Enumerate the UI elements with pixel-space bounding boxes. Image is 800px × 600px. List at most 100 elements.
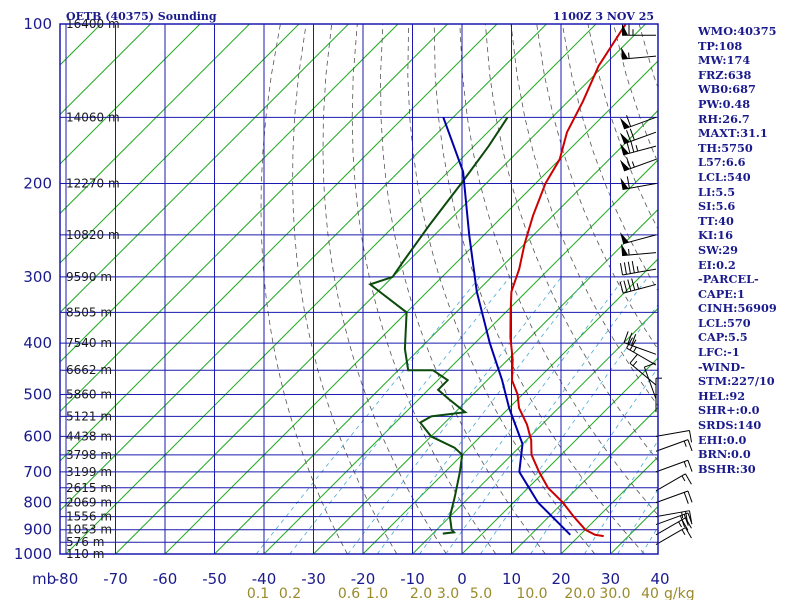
- temperature-line: [509, 24, 627, 538]
- isotherm-line: [214, 109, 658, 554]
- wind-barb-staff: [655, 473, 686, 492]
- wind-barb-feather: [687, 490, 693, 503]
- height-label: 5860 m: [66, 387, 112, 401]
- wind-barb-half-feather: [683, 440, 687, 447]
- wind-barb: [620, 232, 657, 245]
- wind-barb-feather: [687, 512, 693, 525]
- height-label: 110 m: [66, 547, 104, 561]
- isotherm-line: [511, 406, 658, 554]
- mixing-ratio-line: [347, 276, 562, 554]
- wind-barb-feather: [626, 176, 630, 189]
- wind-barb: [619, 157, 657, 172]
- parcel-line: [442, 116, 572, 536]
- index-item: EHI:0.0: [698, 432, 747, 447]
- profile-layer: [368, 24, 627, 538]
- temperature-tick-label: -80: [54, 570, 79, 588]
- wind-barb-staff: [622, 268, 657, 276]
- pressure-tick-label: 700: [23, 463, 52, 481]
- mixing-ratio-unit: g/kg: [664, 586, 695, 600]
- wind-barb-feather: [619, 281, 624, 294]
- wind-barb-pennant: [619, 159, 630, 171]
- wind-barb-staff: [622, 55, 657, 60]
- wind-barb-feather: [687, 439, 693, 452]
- isotherm-line: [60, 24, 547, 512]
- temperature-tick-label: 30: [601, 570, 620, 588]
- pressure-tick-label: 600: [23, 427, 52, 445]
- wind-barb: [655, 377, 662, 413]
- index-item: FRZ:638: [698, 67, 752, 82]
- wind-barb-feather: [629, 339, 637, 351]
- isotherm-line: [115, 24, 646, 554]
- index-item: MAXT:31.1: [698, 126, 768, 141]
- index-item: TH:5750: [698, 140, 753, 155]
- wind-barb-staff: [622, 183, 657, 190]
- wind-barb-feather: [685, 527, 692, 539]
- temperature-tick-label: 0: [457, 570, 467, 588]
- wind-barb-staff: [623, 234, 657, 245]
- height-label: 4438 m: [66, 429, 112, 443]
- wind-barb: [655, 527, 692, 546]
- wind-barb-staff: [623, 283, 657, 294]
- wind-barb: [655, 490, 693, 504]
- wind-barb-feather: [630, 140, 635, 153]
- mixing-ratio-label: 2.0: [410, 586, 432, 600]
- pressure-tick-label: 400: [23, 334, 52, 352]
- wind-barb-pennant: [620, 143, 629, 155]
- index-item: PW:0.48: [698, 96, 751, 111]
- pressure-tick-label: 200: [23, 175, 52, 193]
- height-label: 7540 m: [66, 336, 112, 350]
- height-label: 16400 m: [66, 17, 120, 31]
- height-label: 2615 m: [66, 481, 112, 495]
- wind-barb: [623, 331, 657, 355]
- plot-frame: [59, 23, 659, 555]
- wind-barb-half-feather: [636, 283, 640, 290]
- isotherm-line: [263, 159, 658, 554]
- pressure-unit-label: mb: [32, 570, 56, 588]
- mixing-ratio-line: [289, 276, 511, 554]
- isotherm-line: [560, 456, 658, 554]
- height-label: 9590 m: [66, 270, 112, 284]
- isotherm-line: [60, 24, 151, 116]
- temperature-tick-label: -70: [103, 570, 128, 588]
- indices-panel: WMO:40375 TP:108 MW:174 FRZ:638 WB0:687 PW:0.…: [698, 24, 798, 476]
- chart-title: OETB (40375) Sounding: [66, 10, 217, 23]
- wind-barb-staff: [655, 430, 690, 437]
- wind-barb-staff: [623, 131, 657, 145]
- wind-barb-feather: [629, 353, 639, 364]
- height-label: 6662 m: [66, 363, 112, 377]
- index-item: HEL:92: [698, 388, 746, 403]
- wind-barb-half-feather: [683, 461, 687, 468]
- pressure-tick-label: 300: [23, 268, 52, 286]
- pressure-tick-label: 1000: [14, 545, 52, 563]
- wind-barb-pennant: [619, 117, 630, 129]
- wind-barb-pennant: [620, 177, 629, 190]
- wind-barb-staff: [643, 366, 657, 400]
- isotherm-line: [60, 24, 498, 462]
- index-item: WB0:687: [698, 82, 756, 97]
- wind-barb-feather: [688, 430, 693, 443]
- index-item: KI:16: [698, 228, 733, 243]
- wind-barb-staff: [655, 517, 686, 536]
- wind-barb-half-feather: [633, 346, 637, 353]
- mixing-ratio-label: 10.0: [516, 586, 547, 600]
- wind-barb-half-feather: [628, 248, 630, 256]
- wind-barb-staff: [655, 527, 686, 546]
- isotherm-line: [65, 24, 597, 554]
- wind-barb-feather: [623, 280, 628, 293]
- wind-barb-layer: [619, 23, 693, 546]
- height-label: 1556 m: [66, 510, 112, 524]
- isotherm-line: [412, 307, 658, 554]
- mixing-ratio-label: 1.0: [366, 586, 388, 600]
- height-label: 5121 m: [66, 409, 112, 423]
- wind-barb-staff: [623, 158, 657, 172]
- wind-barb-feather: [626, 157, 632, 169]
- chart-datetime: 1100Z 3 NOV 25: [553, 10, 654, 23]
- wind-barb: [622, 23, 656, 36]
- index-item: LFC:-1: [698, 345, 740, 360]
- wind-barb-feather: [631, 260, 635, 273]
- index-item: SI:5.6: [698, 199, 736, 214]
- wind-barb: [619, 128, 657, 145]
- wind-barb: [629, 353, 657, 386]
